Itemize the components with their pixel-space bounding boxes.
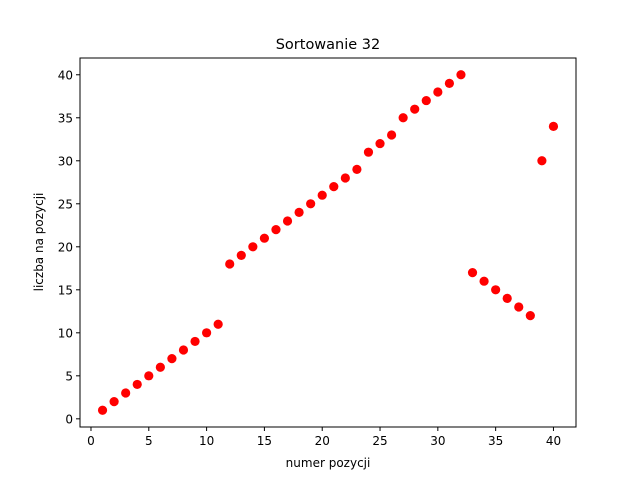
data-point	[479, 276, 489, 286]
y-tick-label: 10	[58, 326, 73, 340]
x-tick-label: 35	[488, 434, 503, 448]
data-point	[121, 388, 131, 398]
data-point	[525, 311, 535, 321]
data-points	[97, 70, 559, 415]
data-point	[178, 345, 189, 355]
data-point	[248, 242, 258, 252]
y-tick-label: 15	[58, 283, 73, 297]
data-point	[491, 285, 501, 295]
x-tick-label: 25	[372, 434, 387, 448]
x-axis: 0 5 10 15 20 25 30 35 40	[87, 427, 561, 448]
y-tick-label: 25	[58, 197, 73, 211]
data-point	[375, 138, 385, 149]
data-point	[363, 147, 374, 157]
x-axis-label: numer pozycji	[286, 456, 371, 470]
data-point	[190, 336, 200, 347]
data-point	[421, 95, 431, 106]
data-point	[329, 181, 339, 192]
data-point	[386, 130, 397, 140]
data-point	[155, 362, 165, 372]
data-point	[202, 328, 212, 338]
y-tick-label: 30	[58, 154, 73, 168]
y-axis-label: liczba na pozycji	[32, 193, 46, 292]
data-point	[259, 233, 270, 243]
data-point	[167, 354, 177, 364]
y-tick-label: 35	[58, 111, 73, 125]
data-point	[213, 319, 223, 329]
plot-frame	[79, 57, 577, 428]
x-tick-label: 30	[430, 434, 445, 448]
y-axis: 0 5 10 15 20 25 30 35 40	[58, 68, 80, 426]
chart-title: Sortowanie 32	[276, 37, 381, 53]
data-point	[537, 156, 547, 166]
data-point	[225, 259, 235, 269]
data-point	[306, 199, 316, 209]
data-point	[97, 405, 108, 415]
data-point	[340, 173, 350, 183]
data-point	[294, 207, 304, 217]
plot-area	[79, 57, 577, 428]
x-tick-label: 10	[199, 434, 214, 448]
data-point	[410, 104, 420, 114]
x-tick-label: 0	[87, 434, 95, 448]
data-point	[132, 379, 142, 390]
data-point	[398, 113, 408, 123]
x-tick-label: 5	[145, 434, 153, 448]
data-point	[456, 70, 466, 80]
data-point	[144, 371, 154, 381]
data-point	[271, 224, 281, 235]
y-tick-label: 20	[58, 240, 73, 254]
y-tick-label: 5	[65, 369, 73, 383]
data-point	[433, 87, 443, 97]
x-tick-label: 40	[546, 434, 561, 448]
data-point	[109, 397, 119, 407]
data-point	[502, 293, 512, 304]
y-tick-label: 0	[65, 412, 73, 426]
x-tick-label: 20	[315, 434, 330, 448]
data-point	[317, 190, 327, 200]
data-point	[352, 164, 362, 174]
data-point	[548, 121, 559, 131]
x-tick-label: 15	[257, 434, 272, 448]
data-point	[444, 78, 454, 88]
data-point	[236, 250, 246, 261]
data-point	[282, 216, 293, 226]
data-point	[514, 302, 524, 312]
data-point	[467, 268, 478, 278]
y-tick-label: 40	[58, 68, 73, 82]
